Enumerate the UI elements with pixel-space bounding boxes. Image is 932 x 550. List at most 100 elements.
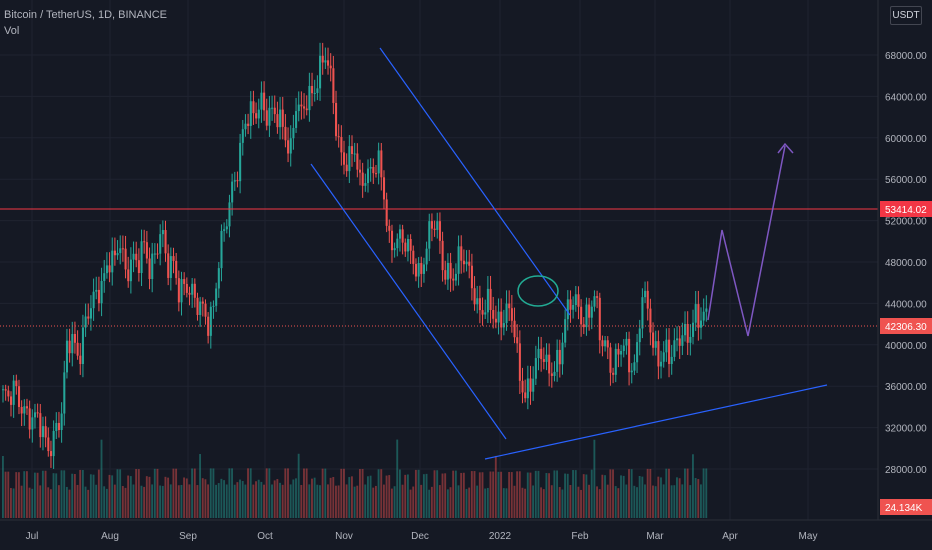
volume-bar	[311, 478, 313, 518]
candle-body	[65, 340, 69, 373]
volume-bar	[97, 469, 100, 518]
volume-bar	[313, 477, 316, 518]
candle-body	[140, 241, 143, 274]
candle-body	[33, 412, 37, 418]
volume-bar	[79, 469, 82, 518]
volume-bar	[36, 472, 39, 518]
volume-bar	[263, 484, 265, 518]
volume-bar	[287, 468, 289, 518]
volume-bar	[100, 439, 103, 518]
candle-body	[292, 127, 295, 139]
candle-body	[119, 248, 122, 254]
volume-bar	[468, 487, 471, 518]
volume-bar	[705, 468, 708, 518]
volume-bar	[132, 484, 135, 518]
volume-bar	[295, 478, 297, 518]
price-tick-label: 32000.00	[885, 424, 927, 435]
candle-body	[169, 256, 172, 278]
time-axis[interactable]: Jul Aug Sep Oct Nov Dec 2022 Feb Mar Apr May	[0, 519, 932, 542]
candle-body	[465, 261, 468, 265]
volume-bar	[521, 487, 524, 518]
price-tick-label: 64000.00	[885, 92, 927, 103]
channel-lower-line[interactable]	[310, 163, 507, 440]
volume-bar	[31, 488, 34, 518]
volume-bar	[625, 484, 628, 518]
projection-path[interactable]	[707, 145, 786, 337]
volume-bar	[39, 485, 42, 518]
volume-bar	[548, 473, 551, 518]
volume-bar	[678, 478, 681, 518]
symbol-title[interactable]: Bitcoin / TetherUS, 1D, BINANCE	[4, 9, 168, 21]
candle-body	[263, 92, 266, 111]
ellipse-marker[interactable]	[517, 275, 559, 307]
volume-bar	[684, 468, 686, 518]
currency-button[interactable]: USDT	[890, 6, 922, 25]
volume-bar	[697, 479, 700, 518]
volume-bar	[52, 473, 55, 518]
volume-bar	[135, 469, 138, 518]
volume-bar	[60, 470, 63, 518]
volume-bar	[169, 484, 172, 518]
candle-body	[329, 65, 332, 69]
volume-bar	[273, 480, 276, 518]
volume-bar	[649, 468, 652, 518]
volume-bar	[388, 475, 391, 518]
candle-body	[209, 306, 212, 336]
time-tick-label: 2022	[489, 531, 512, 542]
volume-bar	[404, 474, 407, 518]
volume-bar	[207, 484, 210, 518]
volume-bar	[332, 476, 335, 518]
candle-body	[468, 261, 471, 266]
candle-body	[76, 342, 79, 356]
candle-body	[508, 303, 511, 309]
volume-bar	[217, 483, 220, 518]
volume-bar	[244, 484, 247, 518]
time-tick-label: Oct	[257, 531, 273, 542]
candle-body	[199, 301, 202, 315]
price-tick-label: 56000.00	[885, 175, 927, 186]
volume-bar	[4, 471, 7, 518]
volume-bar	[588, 484, 590, 518]
volume-bar	[433, 470, 436, 518]
volume-bar	[606, 484, 609, 518]
candle-body	[598, 297, 601, 341]
candle-body	[295, 111, 298, 128]
candle-body	[343, 152, 346, 165]
candle-body	[420, 263, 423, 274]
candle-body	[617, 348, 620, 355]
volume-bar	[284, 468, 287, 518]
candle-body	[145, 242, 148, 259]
candle-body	[489, 288, 492, 311]
drawings-layer	[0, 47, 878, 460]
volume-bar	[140, 485, 143, 518]
volume-bar	[340, 468, 343, 518]
candle-body	[20, 406, 23, 414]
volume-bar	[374, 485, 377, 518]
candle-body	[260, 92, 263, 110]
candle-body	[180, 279, 183, 303]
volume-bar	[540, 487, 543, 518]
volume-bar	[473, 471, 476, 518]
support-trendline[interactable]	[484, 384, 828, 460]
volume-bar	[292, 479, 295, 518]
candle-body	[236, 180, 239, 182]
volume-bar	[196, 485, 199, 518]
volume-bar	[356, 485, 359, 518]
volume-bar	[462, 472, 465, 518]
volume-bar	[236, 482, 239, 518]
price-axis[interactable]: 68000.00 64000.00 60000.00 56000.00 52000.00…	[877, 0, 927, 520]
resistance-price-tag: 53414.02	[880, 201, 932, 217]
volume-bar	[233, 484, 236, 518]
candle-body	[60, 413, 63, 431]
channel-upper-line[interactable]	[379, 47, 571, 316]
volume-bar	[577, 486, 580, 518]
volume-bar	[337, 485, 340, 518]
volume-bar	[23, 471, 26, 518]
volume-indicator-label[interactable]: Vol	[4, 25, 20, 37]
volume-bar	[502, 488, 505, 518]
candle-body	[380, 150, 383, 178]
candle-body	[526, 378, 529, 399]
candle-body	[454, 273, 457, 281]
